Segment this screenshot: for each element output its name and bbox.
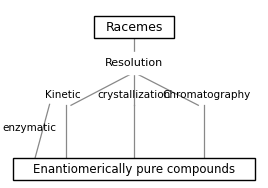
Text: Racemes: Racemes	[105, 21, 163, 34]
Text: Enantiomerically pure compounds: Enantiomerically pure compounds	[33, 163, 235, 176]
Text: Kinetic: Kinetic	[45, 90, 81, 100]
Text: crystallization: crystallization	[97, 90, 171, 100]
Text: Resolution: Resolution	[105, 58, 163, 68]
Text: enzymatic: enzymatic	[2, 123, 57, 133]
FancyBboxPatch shape	[94, 17, 174, 38]
Text: Chromatography: Chromatography	[162, 90, 251, 100]
FancyBboxPatch shape	[13, 158, 255, 180]
